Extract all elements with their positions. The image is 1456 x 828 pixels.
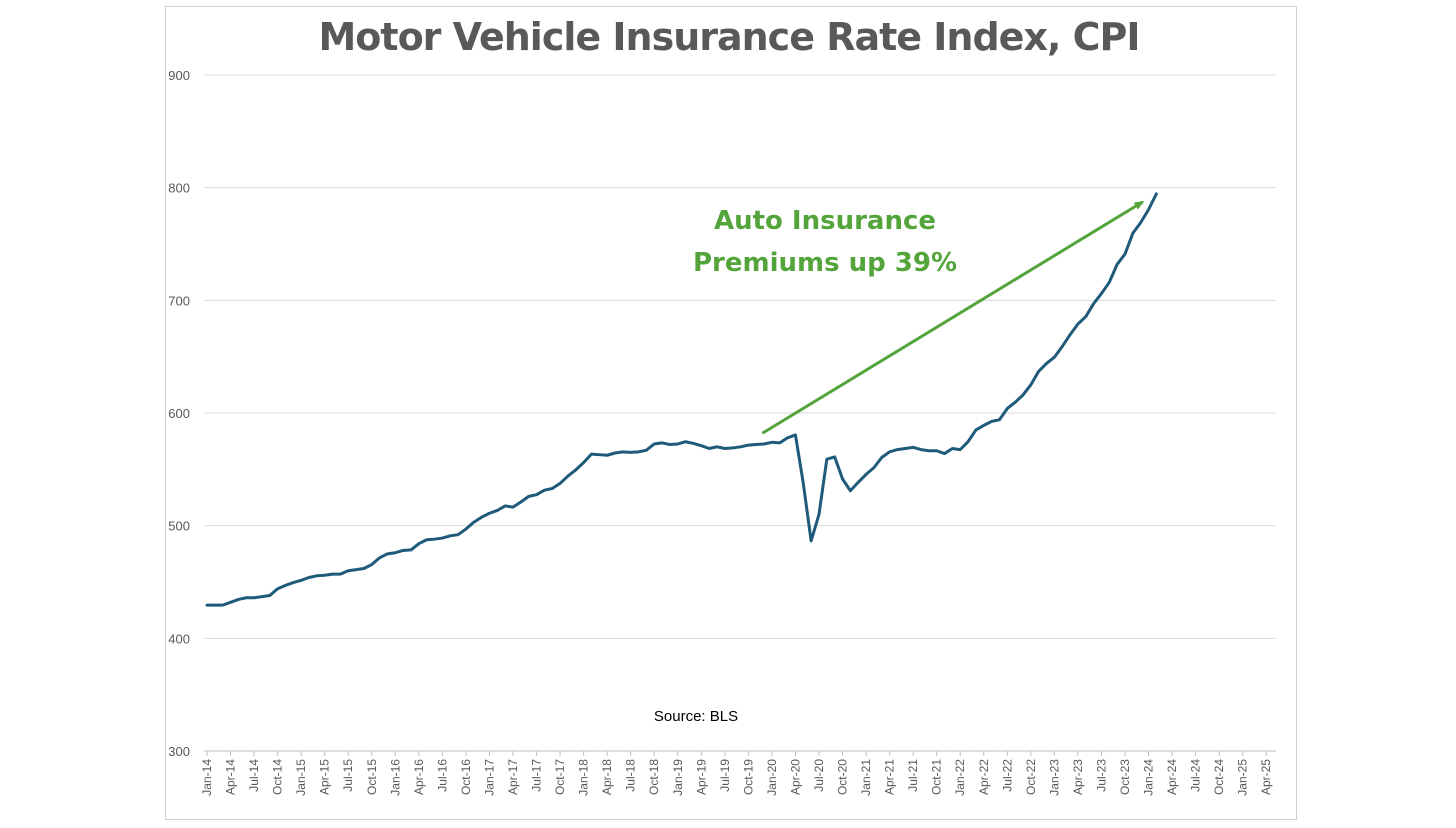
x-tick-label: Jul-22 xyxy=(1000,759,1014,792)
x-tick-label: Jan-20 xyxy=(765,759,779,796)
y-tick-label: 800 xyxy=(168,181,190,196)
x-tick-label: Jul-21 xyxy=(906,759,920,792)
annotation-text-line1: Auto Insurance xyxy=(714,206,936,236)
x-tick-label: Oct-14 xyxy=(271,759,285,795)
x-tick-label: Jul-19 xyxy=(718,759,732,792)
annotation-arrow xyxy=(761,200,1145,435)
x-tick-label: Apr-17 xyxy=(506,759,520,795)
x-tick-label: Apr-21 xyxy=(883,759,897,795)
x-tick-label: Oct-22 xyxy=(1024,759,1038,795)
x-tick-label: Jan-23 xyxy=(1047,759,1061,796)
x-tick-label: Jul-14 xyxy=(247,759,261,792)
annotations: Auto Insurance Premiums up 39% Source: B… xyxy=(654,200,1145,725)
x-tick-label: Jul-24 xyxy=(1189,759,1203,792)
x-tick-label: Apr-25 xyxy=(1259,759,1273,795)
x-tick-label: Jan-14 xyxy=(200,759,214,796)
source-note: Source: BLS xyxy=(654,708,738,725)
x-tick-label: Apr-19 xyxy=(694,759,708,795)
x-tick-label: Jan-19 xyxy=(671,759,685,796)
series-line xyxy=(205,192,1158,607)
x-tick-label: Jul-16 xyxy=(435,759,449,792)
x-tick-label: Oct-21 xyxy=(930,759,944,795)
x-tick-label: Oct-18 xyxy=(647,759,661,795)
x-tick-label: Apr-22 xyxy=(977,759,991,795)
x-axis: Jan-14 Apr-14 Jul-14 Oct-14 Jan-15 Apr-15 Jul-… xyxy=(200,751,1273,796)
x-tick-label: Apr-15 xyxy=(318,759,332,795)
x-tick-label: Oct-17 xyxy=(553,759,567,795)
annotation-text-line2: Premiums up 39% xyxy=(693,248,957,278)
x-tick-label: Jul-20 xyxy=(812,759,826,792)
x-tick-label: Apr-20 xyxy=(788,759,802,795)
y-tick-label: 300 xyxy=(168,744,190,759)
x-tick-label: Jul-23 xyxy=(1094,759,1108,792)
x-tick-label: Jan-21 xyxy=(859,759,873,796)
x-tick-label: Apr-14 xyxy=(224,759,238,795)
y-tick-label: 600 xyxy=(168,406,190,421)
x-tick-label: Oct-24 xyxy=(1212,759,1226,795)
chart-title: Motor Vehicle Insurance Rate Index, CPI xyxy=(318,15,1140,59)
y-tick-label: 900 xyxy=(168,68,190,83)
y-axis: 300 400 500 600 700 800 900 xyxy=(168,68,190,759)
y-tick-label: 500 xyxy=(168,519,190,534)
x-tick-label: Apr-24 xyxy=(1165,759,1179,795)
x-tick-label: Apr-23 xyxy=(1071,759,1085,795)
x-tick-label: Jul-17 xyxy=(530,759,544,792)
x-tick-label: Jan-22 xyxy=(953,759,967,796)
x-tick-label: Jan-15 xyxy=(294,759,308,796)
series-layer xyxy=(205,192,1158,607)
x-tick-label: Jul-18 xyxy=(624,759,638,792)
y-tick-label: 400 xyxy=(168,631,190,646)
x-tick-label: Jan-24 xyxy=(1142,759,1156,796)
x-tick-label: Apr-18 xyxy=(600,759,614,795)
x-tick-label: Jan-18 xyxy=(577,759,591,796)
gridlines xyxy=(204,74,1276,752)
x-tick-label: Oct-20 xyxy=(836,759,850,795)
x-tick-label: Oct-23 xyxy=(1118,759,1132,795)
x-tick-label: Jan-25 xyxy=(1236,759,1250,796)
x-tick-label: Jul-15 xyxy=(341,759,355,792)
x-tick-label: Jan-16 xyxy=(388,759,402,796)
x-tick-label: Jan-17 xyxy=(482,759,496,796)
x-tick-label: Oct-19 xyxy=(741,759,755,795)
x-tick-label: Oct-15 xyxy=(365,759,379,795)
y-tick-label: 700 xyxy=(168,293,190,308)
x-tick-label: Apr-16 xyxy=(412,759,426,795)
x-tick-label: Oct-16 xyxy=(459,759,473,795)
